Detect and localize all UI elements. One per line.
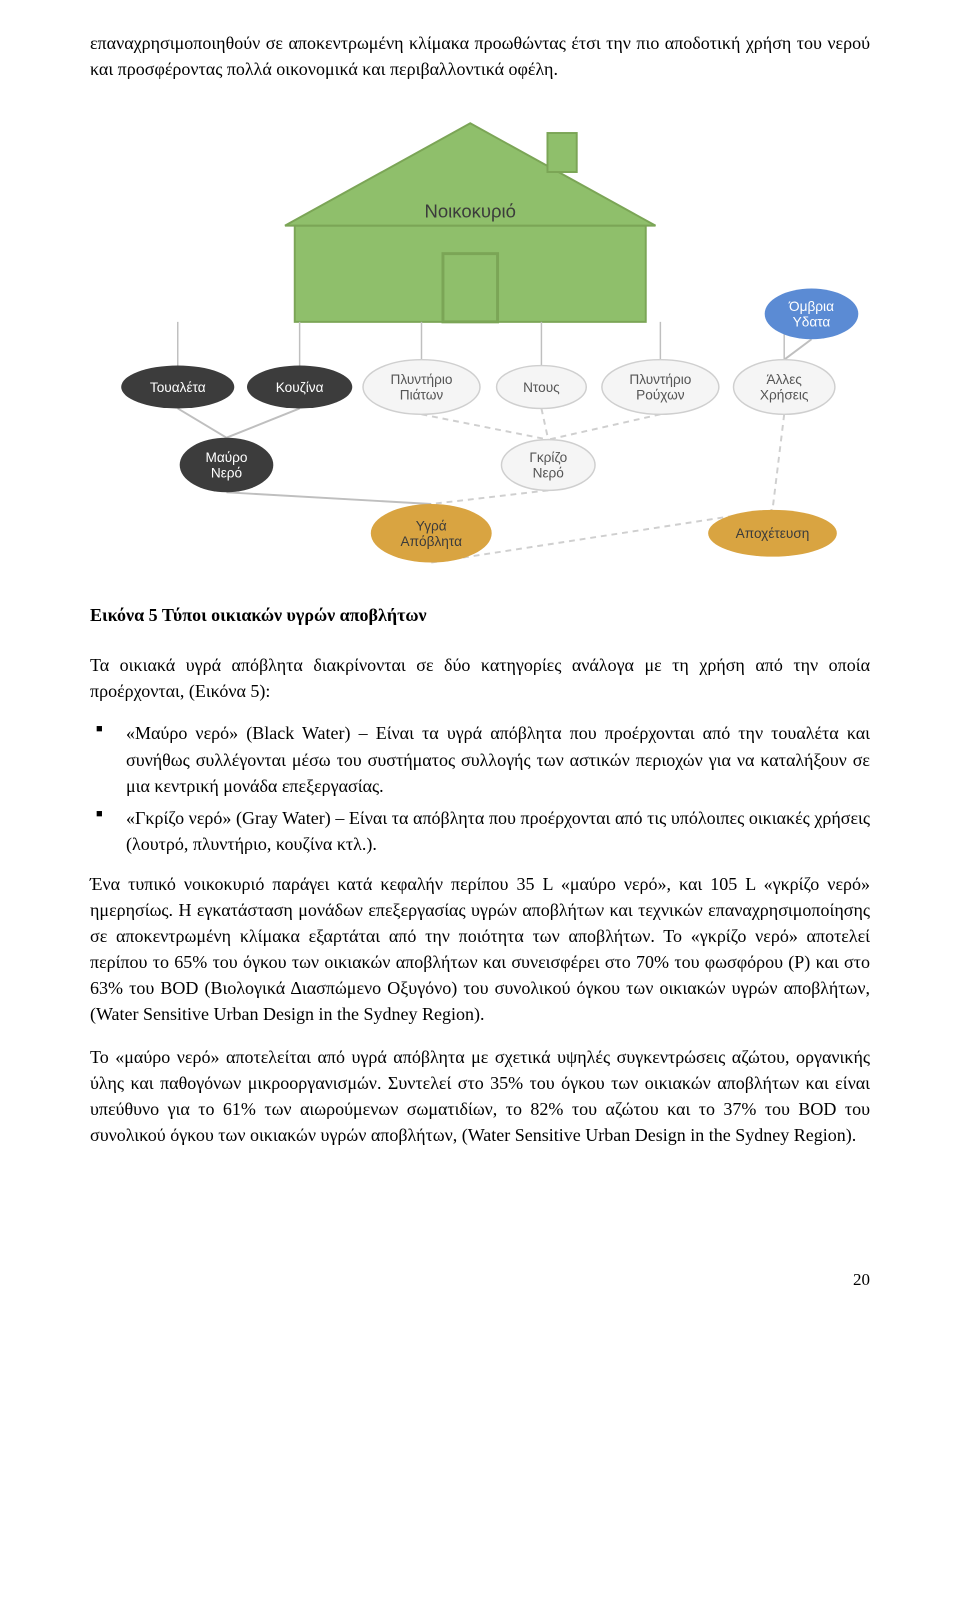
svg-text:Άλλες: Άλλες bbox=[766, 372, 802, 387]
svg-text:Τουαλέτα: Τουαλέτα bbox=[150, 380, 206, 395]
body-p2: Ένα τυπικό νοικοκυριό παράγει κατά κεφαλ… bbox=[90, 871, 870, 1028]
body-intro: Τα οικιακά υγρά απόβλητα διακρίνονται σε… bbox=[90, 652, 870, 704]
svg-text:Νοικοκυριό: Νοικοκυριό bbox=[425, 201, 516, 222]
svg-text:Υγρά: Υγρά bbox=[416, 519, 447, 534]
svg-text:Χρήσεις: Χρήσεις bbox=[760, 388, 809, 403]
list-item: «Γκρίζο νερό» (Gray Water) – Είναι τα απ… bbox=[90, 805, 870, 857]
figure-caption: Εικόνα 5 Τύποι οικιακών υγρών αποβλήτων bbox=[90, 602, 870, 628]
svg-text:Όμβρια: Όμβρια bbox=[788, 299, 834, 314]
svg-text:Πλυντήριο: Πλυντήριο bbox=[629, 372, 691, 387]
svg-text:Ρούχων: Ρούχων bbox=[636, 388, 685, 403]
svg-text:Μαύρο: Μαύρο bbox=[205, 450, 247, 465]
svg-text:Νερό: Νερό bbox=[211, 466, 243, 481]
list-item: «Μαύρο νερό» (Black Water) – Είναι τα υγ… bbox=[90, 720, 870, 798]
svg-text:Ντους: Ντους bbox=[523, 380, 560, 395]
svg-text:Γκρίζο: Γκρίζο bbox=[529, 450, 567, 465]
intro-paragraph: επαναχρησιμοποιηθούν σε αποκεντρωμένη κλ… bbox=[90, 30, 870, 82]
svg-text:Πιάτων: Πιάτων bbox=[400, 388, 444, 403]
body-p3: Το «μαύρο νερό» αποτελείται από υγρά από… bbox=[90, 1044, 870, 1148]
svg-text:Νερό: Νερό bbox=[533, 466, 565, 481]
svg-text:Υδατα: Υδατα bbox=[793, 315, 831, 330]
bullet-list: «Μαύρο νερό» (Black Water) – Είναι τα υγ… bbox=[90, 720, 870, 856]
svg-text:Πλυντήριο: Πλυντήριο bbox=[391, 372, 453, 387]
page-number: 20 bbox=[90, 1268, 870, 1293]
svg-text:Κουζίνα: Κουζίνα bbox=[276, 380, 324, 395]
svg-text:Αποχέτευση: Αποχέτευση bbox=[736, 526, 810, 541]
svg-text:Απόβλητα: Απόβλητα bbox=[401, 534, 463, 549]
household-wastewater-diagram: ΝοικοκυριόΤουαλέταΚουζίναΠλυντήριοΠιάτων… bbox=[90, 108, 870, 588]
